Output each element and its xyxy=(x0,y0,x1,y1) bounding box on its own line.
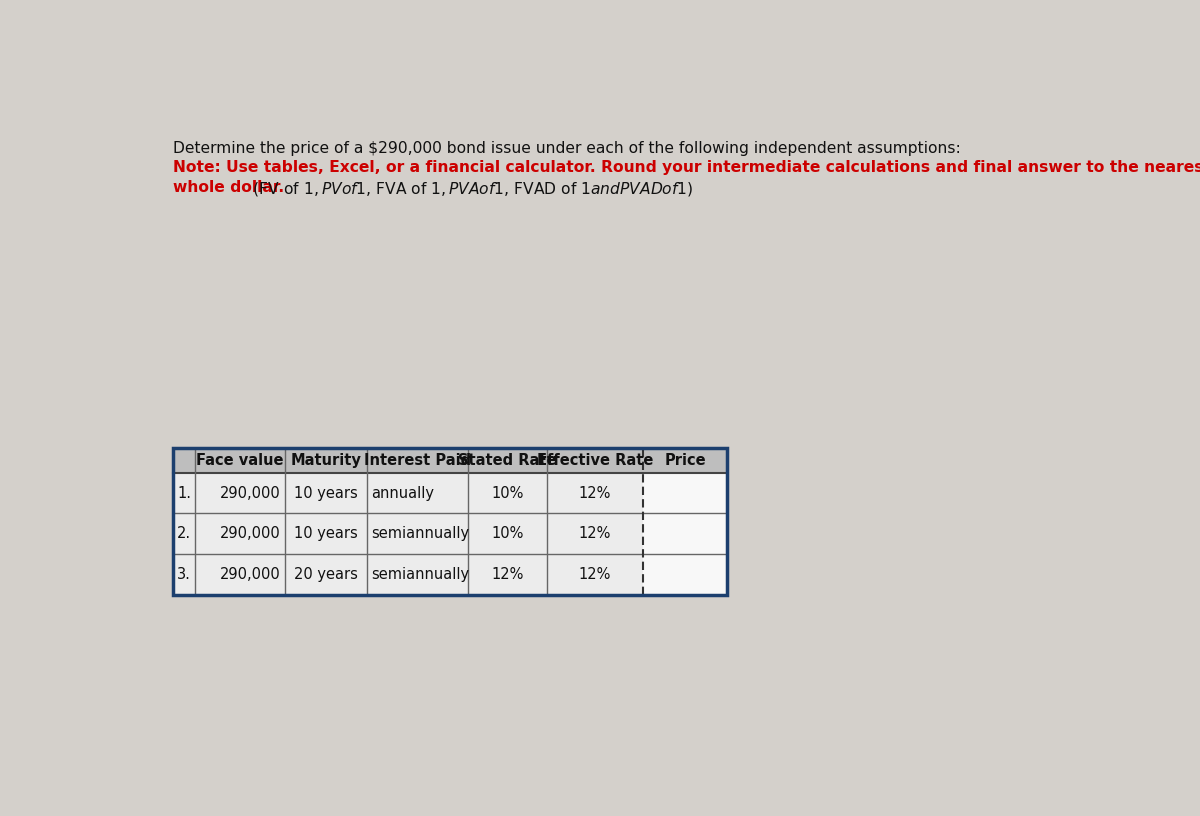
Text: Price: Price xyxy=(665,453,706,468)
Text: whole dollar.: whole dollar. xyxy=(173,180,284,194)
Text: Maturity: Maturity xyxy=(290,453,361,468)
Bar xyxy=(173,513,727,554)
Text: 3.: 3. xyxy=(178,567,191,582)
Text: 12%: 12% xyxy=(578,486,611,501)
Bar xyxy=(643,554,727,595)
Bar xyxy=(173,554,727,595)
Text: 10 years: 10 years xyxy=(294,486,358,501)
Text: semiannually: semiannually xyxy=(371,526,469,541)
Text: 290,000: 290,000 xyxy=(220,526,281,541)
Text: 2.: 2. xyxy=(178,526,191,541)
Text: Determine the price of a $290,000 bond issue under each of the following indepen: Determine the price of a $290,000 bond i… xyxy=(173,141,961,156)
Text: semiannually: semiannually xyxy=(371,567,469,582)
Text: Effective Rate: Effective Rate xyxy=(536,453,653,468)
Bar xyxy=(173,448,727,473)
Text: Stated Rate: Stated Rate xyxy=(458,453,557,468)
Bar xyxy=(173,448,727,595)
Text: annually: annually xyxy=(371,486,434,501)
Text: 1.: 1. xyxy=(178,486,191,501)
Bar xyxy=(643,473,727,513)
Text: 12%: 12% xyxy=(578,526,611,541)
Text: Note: Use tables, Excel, or a financial calculator. Round your intermediate calc: Note: Use tables, Excel, or a financial … xyxy=(173,160,1200,175)
Text: 10 years: 10 years xyxy=(294,526,358,541)
Text: 290,000: 290,000 xyxy=(220,486,281,501)
Bar xyxy=(173,473,727,513)
Text: 12%: 12% xyxy=(492,567,524,582)
Text: 290,000: 290,000 xyxy=(220,567,281,582)
Text: Interest Paid: Interest Paid xyxy=(364,453,472,468)
Bar xyxy=(643,513,727,554)
Text: 12%: 12% xyxy=(578,567,611,582)
Text: Face value: Face value xyxy=(197,453,283,468)
Text: (FV of $1, PV of $1, FVA of $1, PVA of $1, FVAD of $1 and PVAD of $1): (FV of $1, PV of $1, FVA of $1, PVA of $… xyxy=(247,180,694,197)
Text: 10%: 10% xyxy=(492,526,524,541)
Text: 10%: 10% xyxy=(492,486,524,501)
Text: 20 years: 20 years xyxy=(294,567,358,582)
